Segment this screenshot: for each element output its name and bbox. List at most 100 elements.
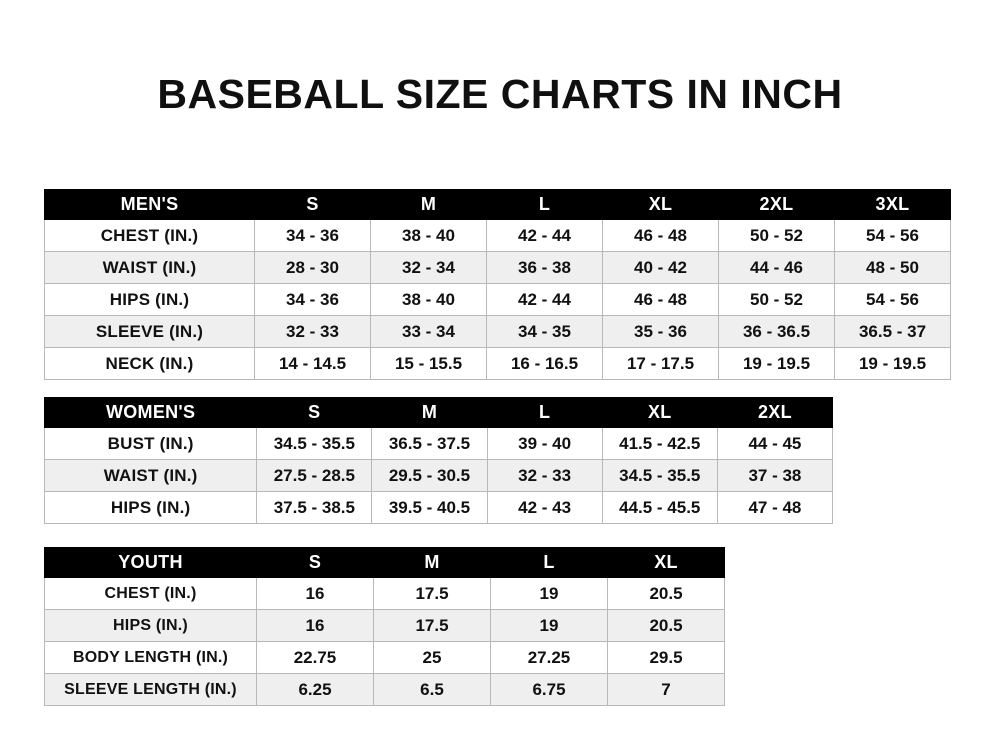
table-cell: 17.5: [373, 609, 491, 642]
table-cell: 7: [607, 673, 725, 706]
table-row: BUST (IN.) 34.5 - 35.5 36.5 - 37.5 39 - …: [43, 427, 834, 460]
youth-row-label-body-length: BODY LENGTH (IN.): [44, 641, 257, 674]
mens-header-title: MEN'S: [44, 189, 255, 220]
table-cell: 6.25: [256, 673, 374, 706]
table-cell: 44 - 46: [718, 251, 835, 284]
table-cell: 39.5 - 40.5: [371, 491, 488, 524]
table-cell: 20.5: [607, 577, 725, 610]
table-cell: 50 - 52: [718, 283, 835, 316]
table-cell: 19 - 19.5: [718, 347, 835, 380]
womens-header-xl: XL: [601, 397, 718, 428]
table-cell: 36 - 38: [486, 251, 603, 284]
table-row: SLEEVE (IN.) 32 - 33 33 - 34 34 - 35 35 …: [44, 315, 951, 348]
table-cell: 38 - 40: [370, 219, 487, 252]
table-cell: 14 - 14.5: [254, 347, 371, 380]
table-cell: 34.5 - 35.5: [256, 427, 373, 460]
mens-row-label-sleeve: SLEEVE (IN.): [44, 315, 255, 348]
table-cell: 34 - 35: [486, 315, 603, 348]
mens-row-label-hips: HIPS (IN.): [44, 283, 255, 316]
mens-header-m: M: [370, 189, 487, 220]
mens-header-2xl: 2XL: [718, 189, 835, 220]
table-row: WAIST (IN.) 28 - 30 32 - 34 36 - 38 40 -…: [44, 251, 951, 284]
table-cell: 20.5: [607, 609, 725, 642]
womens-row-label-waist: WAIST (IN.): [43, 459, 258, 492]
womens-row-label-hips: HIPS (IN.): [43, 491, 258, 524]
table-row: HIPS (IN.) 37.5 - 38.5 39.5 - 40.5 42 - …: [43, 491, 834, 524]
table-cell: 54 - 56: [834, 219, 951, 252]
page-title: BASEBALL SIZE CHARTS IN INCH: [157, 71, 843, 117]
youth-header-s: S: [256, 547, 374, 578]
table-cell: 27.5 - 28.5: [256, 459, 373, 492]
womens-table-body: BUST (IN.) 34.5 - 35.5 36.5 - 37.5 39 - …: [43, 427, 834, 524]
table-cell: 46 - 48: [602, 219, 719, 252]
table-cell: 6.75: [490, 673, 608, 706]
table-cell: 32 - 33: [254, 315, 371, 348]
table-cell: 42 - 44: [486, 219, 603, 252]
womens-size-table: WOMEN'S S M L XL 2XL BUST (IN.) 34.5 - 3…: [43, 397, 834, 524]
table-cell: 34.5 - 35.5: [601, 459, 718, 492]
table-cell: 54 - 56: [834, 283, 951, 316]
youth-table-body: CHEST (IN.) 16 17.5 19 20.5 HIPS (IN.) 1…: [44, 577, 725, 706]
womens-table-head: WOMEN'S S M L XL 2XL: [43, 397, 834, 428]
table-cell: 6.5: [373, 673, 491, 706]
youth-row-label-hips: HIPS (IN.): [44, 609, 257, 642]
mens-row-label-neck: NECK (IN.): [44, 347, 255, 380]
mens-table-head: MEN'S S M L XL 2XL 3XL: [44, 189, 951, 220]
table-cell: 15 - 15.5: [370, 347, 487, 380]
table-cell: 19: [490, 609, 608, 642]
youth-row-label-chest: CHEST (IN.): [44, 577, 257, 610]
table-cell: 42 - 43: [486, 491, 603, 524]
table-cell: 37 - 38: [716, 459, 834, 492]
table-row: HIPS (IN.) 16 17.5 19 20.5: [44, 609, 725, 642]
table-cell: 19: [490, 577, 608, 610]
mens-size-table: MEN'S S M L XL 2XL 3XL CHEST (IN.) 34 - …: [44, 189, 951, 380]
table-cell: 32 - 33: [486, 459, 603, 492]
table-cell: 17 - 17.5: [602, 347, 719, 380]
table-cell: 27.25: [490, 641, 608, 674]
table-cell: 16: [256, 577, 374, 610]
table-cell: 34 - 36: [254, 283, 371, 316]
mens-table-body: CHEST (IN.) 34 - 36 38 - 40 42 - 44 46 -…: [44, 219, 951, 380]
womens-header-2xl: 2XL: [716, 397, 834, 428]
youth-header-xl: XL: [607, 547, 725, 578]
youth-size-table: YOUTH S M L XL CHEST (IN.) 16 17.5 19 20…: [44, 547, 725, 706]
youth-header-row: YOUTH S M L XL: [44, 547, 725, 578]
youth-row-label-sleeve-length: SLEEVE LENGTH (IN.): [44, 673, 257, 706]
youth-table-head: YOUTH S M L XL: [44, 547, 725, 578]
table-cell: 19 - 19.5: [834, 347, 951, 380]
table-cell: 29.5: [607, 641, 725, 674]
table-cell: 33 - 34: [370, 315, 487, 348]
table-cell: 22.75: [256, 641, 374, 674]
table-row: HIPS (IN.) 34 - 36 38 - 40 42 - 44 46 - …: [44, 283, 951, 316]
womens-header-l: L: [486, 397, 603, 428]
table-row: CHEST (IN.) 34 - 36 38 - 40 42 - 44 46 -…: [44, 219, 951, 252]
youth-header-l: L: [490, 547, 608, 578]
table-cell: 36.5 - 37.5: [371, 427, 488, 460]
table-cell: 25: [373, 641, 491, 674]
table-cell: 37.5 - 38.5: [256, 491, 373, 524]
mens-header-s: S: [254, 189, 371, 220]
mens-header-xl: XL: [602, 189, 719, 220]
table-cell: 42 - 44: [486, 283, 603, 316]
womens-header-title: WOMEN'S: [43, 397, 258, 428]
table-cell: 29.5 - 30.5: [371, 459, 488, 492]
table-cell: 46 - 48: [602, 283, 719, 316]
mens-row-label-chest: CHEST (IN.): [44, 219, 255, 252]
table-cell: 35 - 36: [602, 315, 719, 348]
mens-row-label-waist: WAIST (IN.): [44, 251, 255, 284]
table-cell: 50 - 52: [718, 219, 835, 252]
table-cell: 40 - 42: [602, 251, 719, 284]
table-cell: 36 - 36.5: [718, 315, 835, 348]
table-row: NECK (IN.) 14 - 14.5 15 - 15.5 16 - 16.5…: [44, 347, 951, 380]
table-cell: 47 - 48: [716, 491, 834, 524]
table-cell: 44 - 45: [716, 427, 834, 460]
youth-header-m: M: [373, 547, 491, 578]
mens-header-3xl: 3XL: [834, 189, 951, 220]
table-cell: 16 - 16.5: [486, 347, 603, 380]
table-cell: 38 - 40: [370, 283, 487, 316]
table-row: BODY LENGTH (IN.) 22.75 25 27.25 29.5: [44, 641, 725, 674]
womens-header-s: S: [256, 397, 373, 428]
youth-header-title: YOUTH: [44, 547, 257, 578]
table-cell: 44.5 - 45.5: [601, 491, 718, 524]
womens-header-m: M: [371, 397, 488, 428]
